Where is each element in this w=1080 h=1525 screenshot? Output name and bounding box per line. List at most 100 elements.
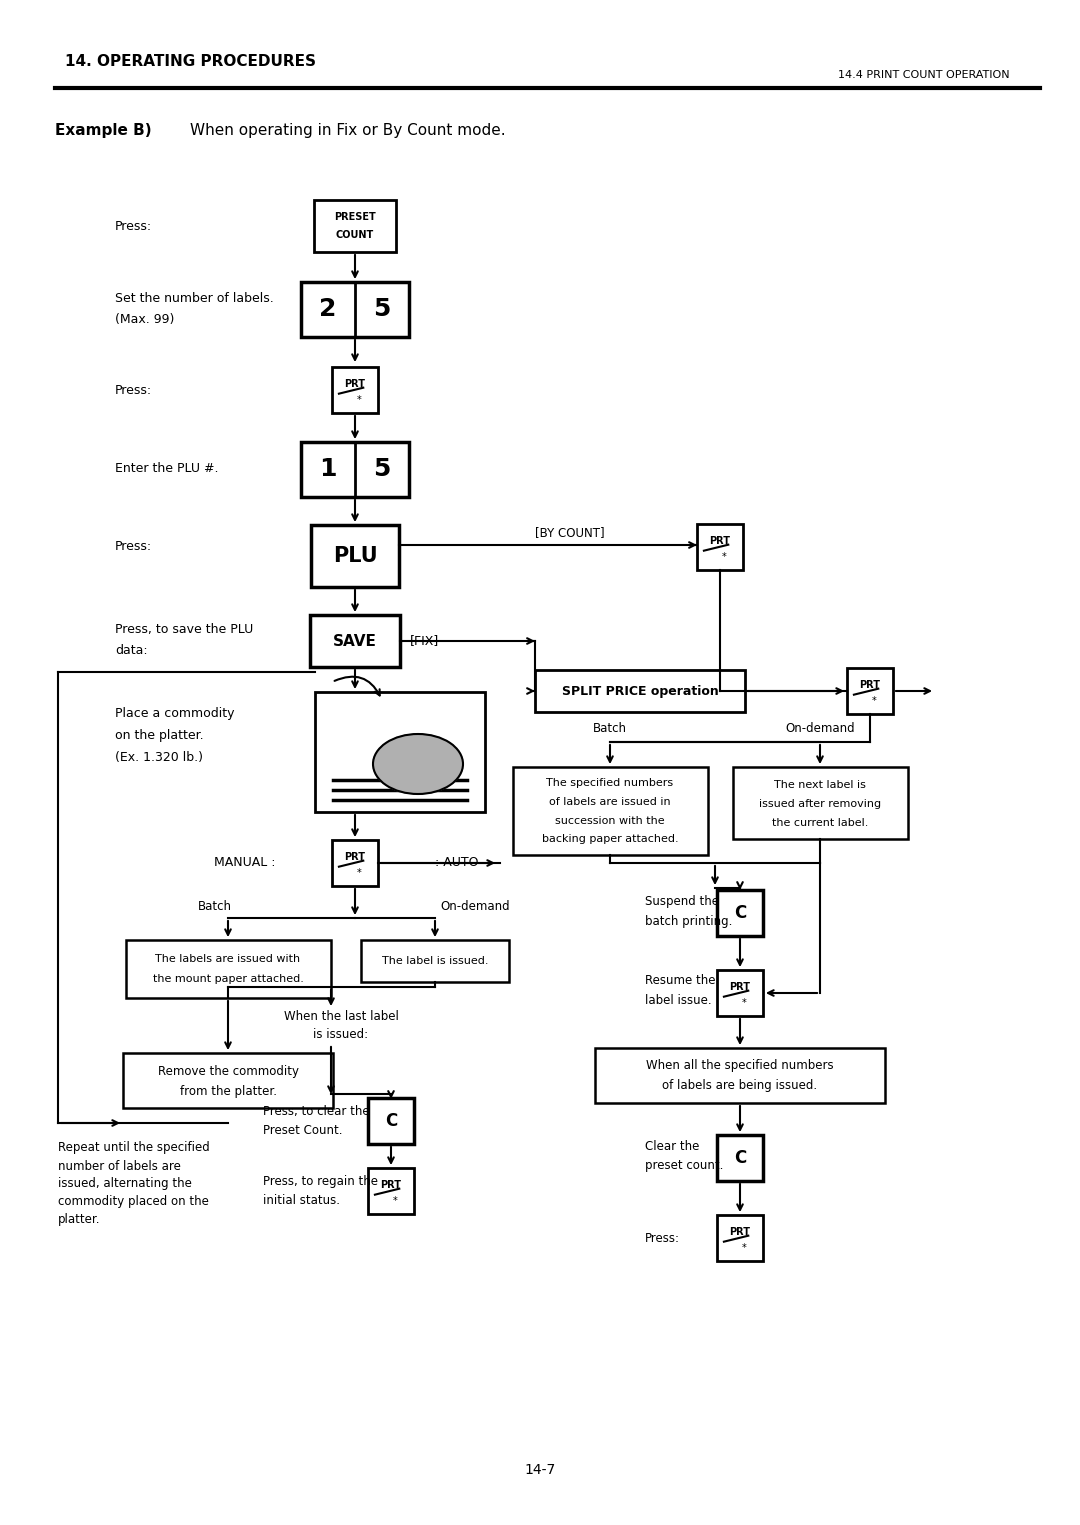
Text: (Ex. 1.320 lb.): (Ex. 1.320 lb.) [114, 752, 203, 764]
Text: the mount paper attached.: the mount paper attached. [152, 974, 303, 984]
Text: The next label is: The next label is [774, 779, 866, 790]
Text: Remove the commodity: Remove the commodity [158, 1066, 298, 1078]
Text: Press, to clear the: Press, to clear the [264, 1104, 369, 1118]
Text: 2: 2 [320, 297, 337, 320]
Text: number of labels are: number of labels are [58, 1159, 180, 1173]
Text: *: * [742, 999, 747, 1008]
Bar [733, 767, 908, 839]
Text: Resume the: Resume the [645, 974, 715, 988]
Text: *: * [357, 395, 362, 406]
Text: PRT: PRT [380, 1180, 402, 1191]
Text: on the platter.: on the platter. [114, 729, 204, 743]
Bar [301, 282, 409, 337]
Text: PRT: PRT [860, 680, 880, 691]
Text: The labels are issued with: The labels are issued with [156, 955, 300, 964]
Text: When the last label: When the last label [284, 1011, 399, 1023]
Text: [FIX]: [FIX] [410, 634, 440, 648]
Text: COUNT: COUNT [336, 230, 374, 239]
Text: preset count.: preset count. [645, 1159, 724, 1173]
Text: Press, to regain the: Press, to regain the [264, 1174, 378, 1188]
Text: *: * [742, 1243, 747, 1254]
Bar [595, 1048, 885, 1103]
Text: Suspend the: Suspend the [645, 895, 719, 907]
Ellipse shape [373, 734, 463, 795]
Text: 1: 1 [320, 458, 337, 480]
Text: issued after removing: issued after removing [759, 799, 881, 808]
Bar [301, 442, 409, 497]
Text: 14. OPERATING PROCEDURES: 14. OPERATING PROCEDURES [65, 55, 316, 70]
Bar [847, 668, 893, 714]
Text: issued, alternating the: issued, alternating the [58, 1177, 192, 1191]
Text: 5: 5 [374, 297, 391, 320]
Text: When operating in Fix or By Count mode.: When operating in Fix or By Count mode. [190, 122, 505, 137]
Text: the current label.: the current label. [772, 817, 868, 828]
Text: SAVE: SAVE [333, 633, 377, 648]
Text: succession with the: succession with the [555, 816, 665, 827]
Bar [368, 1168, 414, 1214]
Text: When all the specified numbers: When all the specified numbers [646, 1060, 834, 1072]
Text: PRT: PRT [345, 852, 365, 863]
Text: Set the number of labels.: Set the number of labels. [114, 291, 273, 305]
Text: PRT: PRT [710, 537, 730, 546]
Text: of labels are being issued.: of labels are being issued. [662, 1080, 818, 1092]
Text: Press, to save the PLU: Press, to save the PLU [114, 622, 253, 636]
Bar [126, 939, 330, 997]
Bar [332, 840, 378, 886]
Text: Press:: Press: [114, 540, 152, 554]
Text: 14.4 PRINT COUNT OPERATION: 14.4 PRINT COUNT OPERATION [838, 70, 1010, 79]
Text: Press:: Press: [114, 220, 152, 232]
Text: C: C [384, 1112, 397, 1130]
Bar [314, 200, 396, 252]
Text: PLU: PLU [333, 546, 377, 566]
Text: On-demand: On-demand [785, 721, 854, 735]
Bar [717, 891, 762, 936]
Text: *: * [357, 868, 362, 878]
Bar [311, 525, 399, 587]
Text: is issued:: is issued: [313, 1028, 368, 1042]
Text: The specified numbers: The specified numbers [546, 778, 674, 788]
Text: SPLIT PRICE operation: SPLIT PRICE operation [562, 685, 718, 697]
Text: Place a commodity: Place a commodity [114, 708, 234, 720]
Text: label issue.: label issue. [645, 994, 712, 1008]
Text: 14-7: 14-7 [525, 1462, 555, 1478]
Bar [310, 615, 400, 666]
Text: data:: data: [114, 645, 148, 657]
Text: batch printing.: batch printing. [645, 915, 732, 927]
Text: : AUTO: : AUTO [435, 857, 478, 869]
Text: Example B): Example B) [55, 122, 151, 137]
Text: Clear the: Clear the [645, 1139, 700, 1153]
Text: [BY COUNT]: [BY COUNT] [536, 526, 605, 540]
Text: PRT: PRT [729, 1228, 751, 1237]
Text: of labels are issued in: of labels are issued in [550, 798, 671, 807]
Bar [697, 525, 743, 570]
Text: C: C [734, 1148, 746, 1167]
Text: *: * [723, 552, 727, 563]
Text: Enter the PLU #.: Enter the PLU #. [114, 462, 218, 476]
Text: 5: 5 [374, 458, 391, 480]
Bar [717, 970, 762, 1016]
Text: PRT: PRT [345, 380, 365, 389]
Text: PRESET: PRESET [334, 212, 376, 223]
Bar [513, 767, 708, 856]
Text: C: C [734, 904, 746, 923]
Bar [535, 669, 745, 712]
Text: (Max. 99): (Max. 99) [114, 314, 174, 326]
Text: Press:: Press: [114, 383, 152, 396]
Bar [361, 939, 509, 982]
Text: MANUAL :: MANUAL : [214, 857, 275, 869]
Bar [717, 1135, 762, 1180]
Bar [123, 1052, 333, 1109]
Text: Press:: Press: [645, 1232, 680, 1244]
Text: commodity placed on the: commodity placed on the [58, 1196, 208, 1208]
Bar [332, 368, 378, 413]
Text: *: * [873, 695, 877, 706]
Text: backing paper attached.: backing paper attached. [542, 834, 678, 843]
Text: *: * [393, 1196, 397, 1206]
Text: initial status.: initial status. [264, 1194, 340, 1208]
Text: On-demand: On-demand [440, 900, 510, 912]
Bar [368, 1098, 414, 1144]
Text: PRT: PRT [729, 982, 751, 993]
Text: Batch: Batch [593, 721, 627, 735]
Bar [315, 692, 485, 811]
Text: from the platter.: from the platter. [179, 1084, 276, 1098]
